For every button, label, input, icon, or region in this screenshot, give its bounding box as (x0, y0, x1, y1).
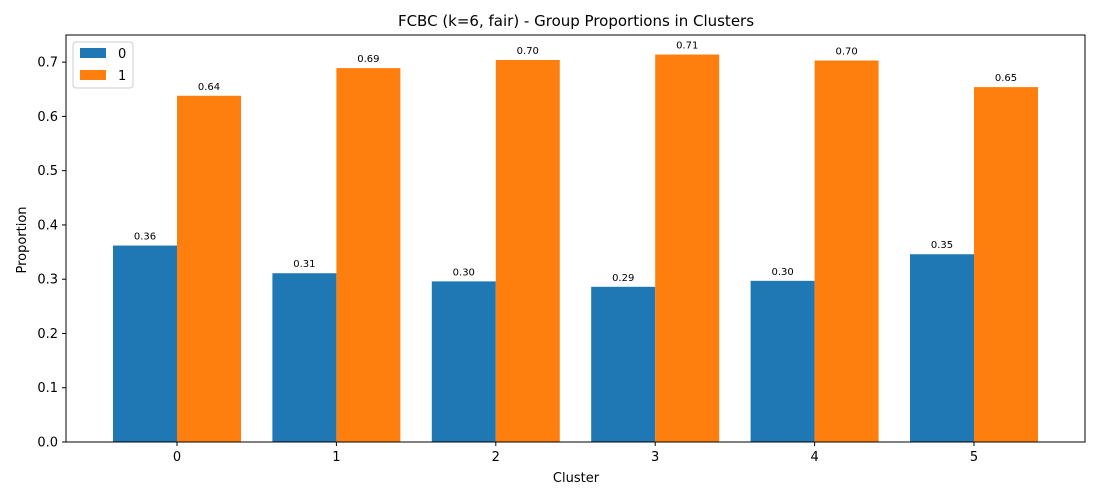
x-tick-label-5: 5 (970, 450, 978, 465)
bar-series-1-cluster-5 (974, 87, 1038, 442)
x-tick-label-4: 4 (810, 450, 818, 465)
y-tick-label-0.4: 0.4 (37, 218, 58, 233)
bar-series-0-cluster-5 (910, 254, 974, 442)
bar-series-1-cluster-0 (177, 95, 241, 443)
x-tick-label-2: 2 (492, 450, 500, 465)
y-tick-label-0.6: 0.6 (37, 110, 58, 125)
y-tick-label-0.2: 0.2 (37, 327, 58, 342)
bar-series-0-cluster-4 (750, 280, 815, 442)
legend-label-series-1: 1 (118, 69, 126, 84)
y-tick-label-0.0: 0.0 (37, 436, 58, 451)
data-label-series-1-cluster-0: 0.64 (198, 82, 220, 93)
bar-series-1-cluster-1 (336, 68, 401, 443)
data-label-series-1-cluster-5: 0.65 (995, 73, 1017, 84)
data-label-series-1-cluster-3: 0.71 (676, 41, 698, 52)
x-axis-label: Cluster (553, 471, 600, 486)
bar-series-0-cluster-1 (272, 273, 337, 442)
y-tick-label-0.5: 0.5 (37, 164, 58, 179)
bars-layer (113, 54, 1038, 443)
x-tick-label-1: 1 (332, 450, 340, 465)
data-label-series-1-cluster-4: 0.70 (835, 47, 857, 58)
legend-label-series-0: 0 (118, 47, 126, 62)
data-label-series-0-cluster-3: 0.29 (612, 273, 634, 284)
bar-series-0-cluster-2 (431, 281, 496, 442)
y-axis: 0.0 0.1 0.2 0.3 0.4 0.5 0.6 0.7 (37, 56, 66, 451)
bar-series-0-cluster-0 (113, 245, 177, 442)
chart-title: FCBC (k=6, fair) - Group Proportions in … (398, 12, 754, 30)
data-label-series-0-cluster-2: 0.30 (453, 267, 475, 278)
x-tick-label-3: 3 (651, 450, 659, 465)
y-tick-label-0.1: 0.1 (37, 381, 58, 396)
data-label-series-0-cluster-0: 0.36 (134, 232, 156, 243)
legend-swatch-series-1 (80, 70, 106, 80)
y-axis-label: Proportion (15, 206, 30, 273)
data-label-series-0-cluster-4: 0.30 (771, 267, 793, 278)
data-labels-layer: 0.36 0.64 0.31 0.69 0.30 0.70 0.29 0.71 0.30 0.70… (134, 41, 1017, 284)
plot-frame (65, 34, 1086, 443)
data-label-series-0-cluster-5: 0.35 (931, 240, 953, 251)
data-label-series-1-cluster-1: 0.69 (357, 54, 379, 65)
y-tick-label-0.3: 0.3 (37, 273, 58, 288)
x-axis: 0 1 2 3 4 5 (173, 442, 978, 465)
y-tick-label-0.7: 0.7 (37, 56, 58, 71)
bar-series-1-cluster-4 (814, 60, 879, 442)
x-tick-label-0: 0 (173, 450, 181, 465)
bar-series-0-cluster-3 (591, 286, 656, 442)
bar-series-1-cluster-3 (655, 54, 720, 442)
legend: 0 1 (72, 41, 134, 89)
legend-swatch-series-0 (80, 48, 106, 58)
bar-series-1-cluster-2 (495, 59, 560, 442)
data-label-series-1-cluster-2: 0.70 (517, 46, 539, 57)
data-label-series-0-cluster-1: 0.31 (293, 259, 315, 270)
